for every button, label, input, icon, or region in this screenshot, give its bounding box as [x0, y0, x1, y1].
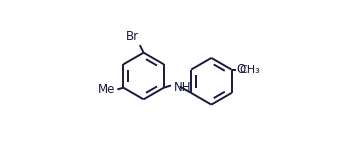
Text: NH: NH [174, 81, 191, 94]
Text: Br: Br [126, 30, 139, 43]
Text: O: O [237, 63, 246, 76]
Text: CH₃: CH₃ [239, 65, 260, 75]
Text: Me: Me [98, 83, 115, 96]
